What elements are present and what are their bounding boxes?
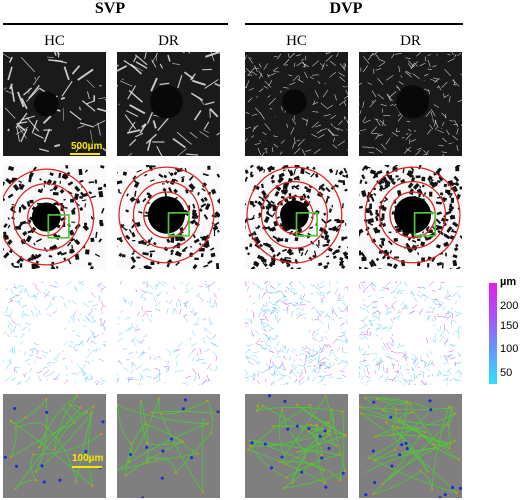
panel-diameter-map-1 <box>3 281 106 385</box>
panel-skeleton-2 <box>117 394 220 498</box>
group-rule-dvp <box>245 23 463 25</box>
column-label-dvp-hc: HC <box>286 33 307 49</box>
panel-diameter-map-2 <box>117 281 220 385</box>
scalebar-top <box>70 153 100 155</box>
group-rule-svp <box>3 23 228 25</box>
panel-segmented-2 <box>117 165 220 269</box>
panel-segmented-1 <box>3 165 106 269</box>
group-title-dvp: DVP <box>329 0 363 17</box>
colorbar-unit-label: µm <box>500 276 517 288</box>
column-label-dvp-dr: DR <box>400 33 421 49</box>
panel-angiogram-1 <box>3 52 106 156</box>
panel-diameter-map-3 <box>245 281 348 385</box>
scalebar-label-bottom: 100µm <box>72 453 104 464</box>
scalebar-label-top: 500µm <box>71 141 103 152</box>
colorbar-tick: 150 <box>500 320 519 332</box>
panel-skeleton-3 <box>245 394 348 498</box>
colorbar <box>489 283 497 384</box>
scalebar-bottom <box>72 466 102 468</box>
panel-diameter-map-4 <box>359 281 462 385</box>
panel-skeleton-1 <box>3 394 106 498</box>
panel-segmented-4 <box>359 165 462 269</box>
colorbar-tick: 50 <box>500 367 513 379</box>
panel-angiogram-4 <box>359 52 462 156</box>
colorbar-tick: 200 <box>500 300 519 312</box>
panel-skeleton-4 <box>359 394 462 498</box>
group-title-svp: SVP <box>94 0 126 17</box>
column-label-svp-hc: HC <box>44 33 65 49</box>
column-label-svp-dr: DR <box>158 33 179 49</box>
panel-segmented-3 <box>245 165 348 269</box>
colorbar-tick: 100 <box>500 343 519 355</box>
panel-angiogram-2 <box>117 52 220 156</box>
panel-angiogram-3 <box>245 52 348 156</box>
